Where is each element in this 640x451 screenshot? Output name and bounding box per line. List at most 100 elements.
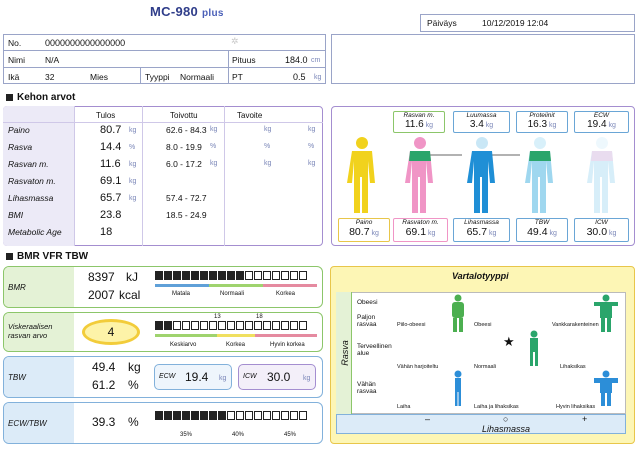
axis-plus: +	[582, 414, 588, 424]
bmr-kj-unit: kJ	[126, 270, 138, 284]
protein-box: Proteiinit 16.3 kg	[516, 111, 568, 133]
icw-unit: kg	[608, 230, 617, 237]
muscle-unit: kg	[488, 230, 497, 237]
tbw-icw-label: ICW	[243, 373, 257, 380]
row-range: 62.6 - 84.3	[166, 125, 207, 135]
ecw-unit: kg	[608, 122, 616, 129]
pt-unit: kg	[314, 74, 322, 81]
vfr-scale-vhigh: Hyvin korkea	[270, 342, 305, 348]
row-label: Metabolic Age	[8, 227, 62, 237]
height-unit: cm	[311, 57, 321, 64]
row-unit: kg	[129, 178, 137, 185]
patient-box	[3, 34, 326, 84]
height-value: 184.0	[285, 55, 308, 65]
sparkle-icon: ✲	[231, 36, 239, 46]
vfr-bar-segment	[263, 321, 271, 330]
bmr-kj-value: 8397	[88, 270, 115, 284]
bmr-bar-segment	[272, 271, 280, 280]
bmr-bar-segment	[164, 271, 172, 280]
bmr-scale-colors	[155, 284, 317, 287]
bmr-label: BMR	[8, 283, 26, 292]
ecw-label: ECW	[593, 112, 610, 119]
bmr-scale-high: Korkea	[276, 291, 296, 297]
ecwtbw-unit: %	[128, 415, 139, 429]
ecwtbw-tick-40: 40%	[232, 432, 245, 438]
bmr-bar	[155, 271, 308, 282]
figure-fat-icon	[347, 137, 375, 213]
tbw-ecw-box: ECW 19.4 kg	[154, 364, 232, 390]
cell-obese: Obeesi	[474, 322, 492, 328]
ffm-label: Rasvaton m.	[402, 219, 439, 226]
row-range: 6.0 - 17.2	[166, 159, 202, 169]
row-value: 69.1	[100, 175, 122, 187]
figure-ffm-icon	[405, 137, 433, 213]
ecwtbw-bar-segment	[164, 411, 172, 420]
vfr-bar-segment	[173, 321, 181, 330]
fat-mass-unit: kg	[425, 122, 434, 129]
bmr-bar-segment	[182, 271, 190, 280]
muscle-box: Lihasmassa 65.7 kg	[453, 218, 510, 242]
ecwtbw-tick-45: 45%	[284, 432, 297, 438]
protein-unit: kg	[549, 122, 557, 129]
row-label: Paino	[8, 125, 30, 135]
bmr-bar-segment	[227, 271, 235, 280]
ffm-box: Rasvaton m. 69.1 kg	[393, 218, 448, 242]
cell-hidden-obese: Piilo-obeesi	[397, 322, 426, 328]
row-range-unit: kg	[210, 126, 218, 133]
row-value: 11.6	[100, 158, 121, 170]
ecwtbw-bar-segment	[191, 411, 199, 420]
bmr-kcal-unit: kcal	[119, 288, 141, 302]
vfr-bar-segment	[164, 321, 172, 330]
normal-figure-icon	[530, 330, 538, 366]
body-type-y-label: Rasva	[339, 340, 350, 366]
row-target-unit: kg	[264, 160, 272, 167]
figure-icw-icon	[587, 137, 615, 213]
cell-muscular: Lihaksikas	[560, 364, 586, 370]
type-value: Normaali	[180, 72, 215, 82]
icw-value: 30.0	[586, 226, 608, 238]
tbw-ecw-value: 19.4	[185, 370, 209, 384]
section-bmr-title: BMR VFR TBW	[17, 251, 89, 262]
bmr-bar-segment	[218, 271, 226, 280]
vfr-scale-avg: Keskiarvo	[170, 342, 197, 348]
bmr-bar-segment	[191, 271, 199, 280]
ecwtbw-bar-segment	[290, 411, 298, 420]
section-bmr: BMR VFR TBW	[6, 251, 88, 262]
bone-label: Luumassa	[466, 112, 497, 119]
ffm-value: 69.1	[405, 226, 427, 238]
bone-value: 3.4	[469, 119, 484, 130]
tbw-kg-value: 49.4	[92, 360, 116, 374]
vfr-scale-high: Korkea	[226, 342, 246, 348]
row-target-unit: %	[264, 143, 271, 150]
name-label: Nimi	[8, 55, 25, 65]
row-label: Rasvan m.	[8, 159, 49, 169]
cell-thin-muscular: Laiha ja lihaksikas	[474, 404, 519, 410]
bmr-bar-segment	[236, 271, 244, 280]
cell-normal: Normaali	[474, 364, 497, 370]
col-target: Tavoite	[237, 111, 263, 120]
bmr-bar-segment	[200, 271, 208, 280]
row-value: 80.7	[100, 124, 122, 136]
ecwtbw-bar-segment	[182, 411, 190, 420]
vfr-bar-segment	[272, 321, 280, 330]
weight-unit: kg	[371, 230, 379, 237]
ecwtbw-tick-35: 35%	[180, 432, 193, 438]
notes-box	[331, 34, 635, 84]
ecwtbw-label: ECW/TBW	[8, 419, 47, 428]
bmr-bar-segment	[209, 271, 217, 280]
axis-minus: –	[425, 414, 431, 424]
vfr-tick-13: 13	[214, 314, 221, 320]
fat-mass-box: Rasvan m. 11.6 kg	[393, 111, 445, 133]
no-label: No.	[8, 38, 22, 48]
protein-label: Proteiinit	[529, 112, 555, 119]
tbw-kg-unit: kg	[128, 360, 141, 374]
row-label: Lihasmassa	[8, 193, 54, 203]
body-type-x-axis	[336, 414, 626, 434]
row-range: 8.0 - 19.9	[166, 142, 202, 152]
cell-very-muscular: Hyvin lihaksikas	[556, 404, 596, 410]
figure-muscle-icon	[467, 137, 495, 213]
thin-figure-icon	[454, 370, 462, 406]
date-box	[420, 14, 635, 32]
body-type-marker-star-icon: ★	[503, 334, 515, 349]
bmr-bar-segment	[245, 271, 253, 280]
